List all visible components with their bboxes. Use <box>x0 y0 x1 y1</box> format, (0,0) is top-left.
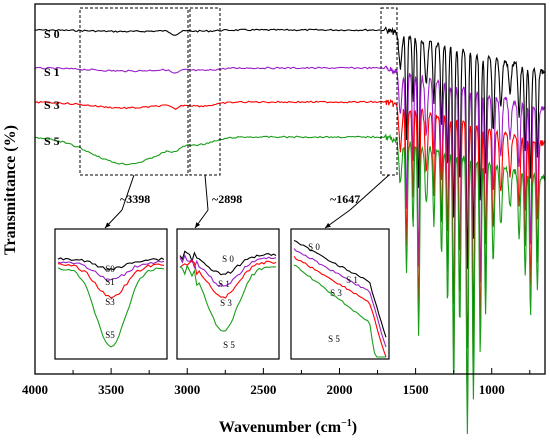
spectrum-s0 <box>34 26 546 269</box>
spectra-group <box>34 26 546 435</box>
inset-curve <box>293 264 386 358</box>
inset-series-label: S 3 <box>220 298 232 308</box>
inset-series-label: S 5 <box>328 334 340 344</box>
x-tick-label: 2500 <box>250 382 276 397</box>
inset-series-label: S0 <box>105 264 115 274</box>
callout-arrow <box>121 174 135 211</box>
arrow-head <box>195 222 201 228</box>
inset-curve <box>57 257 165 271</box>
inset-curve <box>57 260 165 281</box>
callout-label: ~2898 <box>212 192 242 206</box>
series-labels: S 0 S 1 S 3 S 5 <box>44 27 60 148</box>
callout-label: ~3398 <box>120 192 150 206</box>
y-axis-title: Transmittance (%) <box>2 125 19 255</box>
callout-box <box>380 7 398 176</box>
inset-curve <box>179 253 277 287</box>
spectrum-s1 <box>34 65 545 349</box>
inset-series-label: S1 <box>105 277 115 287</box>
x-tick-label: 4000 <box>22 382 48 397</box>
x-axis-unit-sup: −1 <box>341 418 352 429</box>
series-label: S 3 <box>44 98 60 112</box>
inset-series-label: S 1 <box>218 279 230 289</box>
inset-series-label: S 0 <box>222 254 234 264</box>
x-ticks: 4000 3500 3000 2500 2000 1500 1000 <box>22 368 531 397</box>
inset-curve <box>179 250 277 276</box>
inset-series-label: S3 <box>105 297 115 307</box>
callout-arrow <box>349 174 390 211</box>
x-axis-unit-close: ) <box>352 419 357 436</box>
inset-curve <box>57 263 165 299</box>
callouts: ~3398 ~2898 ~1647 <box>79 7 398 229</box>
callout-arrow <box>204 174 209 211</box>
x-tick-label: 3500 <box>98 382 124 397</box>
x-axis-title-text: Wavenumber <box>219 419 311 436</box>
x-tick-label: 1500 <box>403 382 429 397</box>
x-tick-label: 2000 <box>326 382 352 397</box>
spectrum-s5 <box>34 133 546 435</box>
inset-curve <box>293 256 387 358</box>
inset-series-label: S 5 <box>223 340 235 350</box>
x-axis-title: Wavenumber (cm−1) <box>219 418 357 436</box>
inset-curve <box>293 248 387 348</box>
series-label: S 1 <box>44 65 60 79</box>
inset-curve <box>179 259 277 299</box>
series-label: S 0 <box>44 27 60 41</box>
inset-series-label: S 0 <box>308 242 320 252</box>
callout-box <box>189 7 221 176</box>
plot-frame <box>34 3 546 375</box>
x-axis-unit-open: (cm <box>315 419 341 436</box>
insets: S0 S1 S3 S5 S 0 S 1 S 3 S 5 S 0 S 1 S 3 S 5 <box>54 228 390 360</box>
arrow-head <box>325 222 331 228</box>
arrow-head <box>105 222 111 228</box>
inset-series-label: S 1 <box>346 275 358 285</box>
callout-box <box>79 7 189 176</box>
x-tick-label: 3000 <box>174 382 200 397</box>
callout-label: ~1647 <box>330 192 360 206</box>
series-label: S 5 <box>44 134 60 148</box>
inset-series-label: S 3 <box>330 288 342 298</box>
inset-series-label: S5 <box>105 330 115 340</box>
x-tick-label: 1000 <box>479 382 505 397</box>
inset-frame <box>54 228 168 360</box>
inset-curve <box>179 264 277 332</box>
inset-curve <box>293 239 387 338</box>
inset-curve <box>57 267 165 348</box>
